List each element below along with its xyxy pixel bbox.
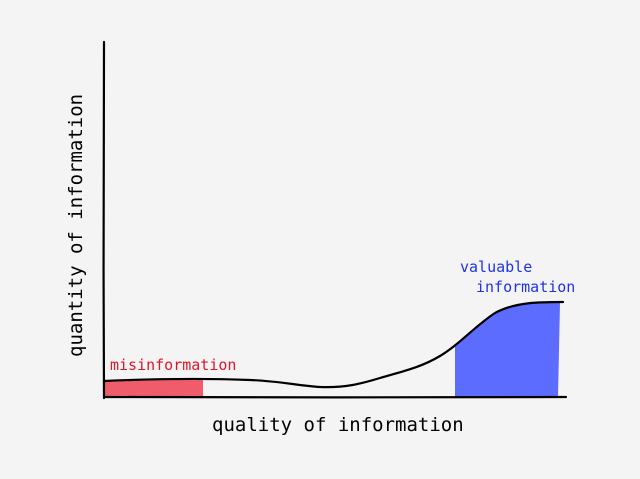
y-axis-label: quantity of information [65, 94, 87, 357]
x-axis-label: quality of information [212, 414, 464, 436]
valuable-label-line2: information [476, 278, 575, 296]
information-curve [102, 300, 565, 389]
valuable-label-line1: valuable [460, 258, 532, 276]
misinformation-region [104, 378, 203, 397]
valuable-region [455, 302, 560, 397]
misinformation-label: misinformation [110, 356, 236, 374]
